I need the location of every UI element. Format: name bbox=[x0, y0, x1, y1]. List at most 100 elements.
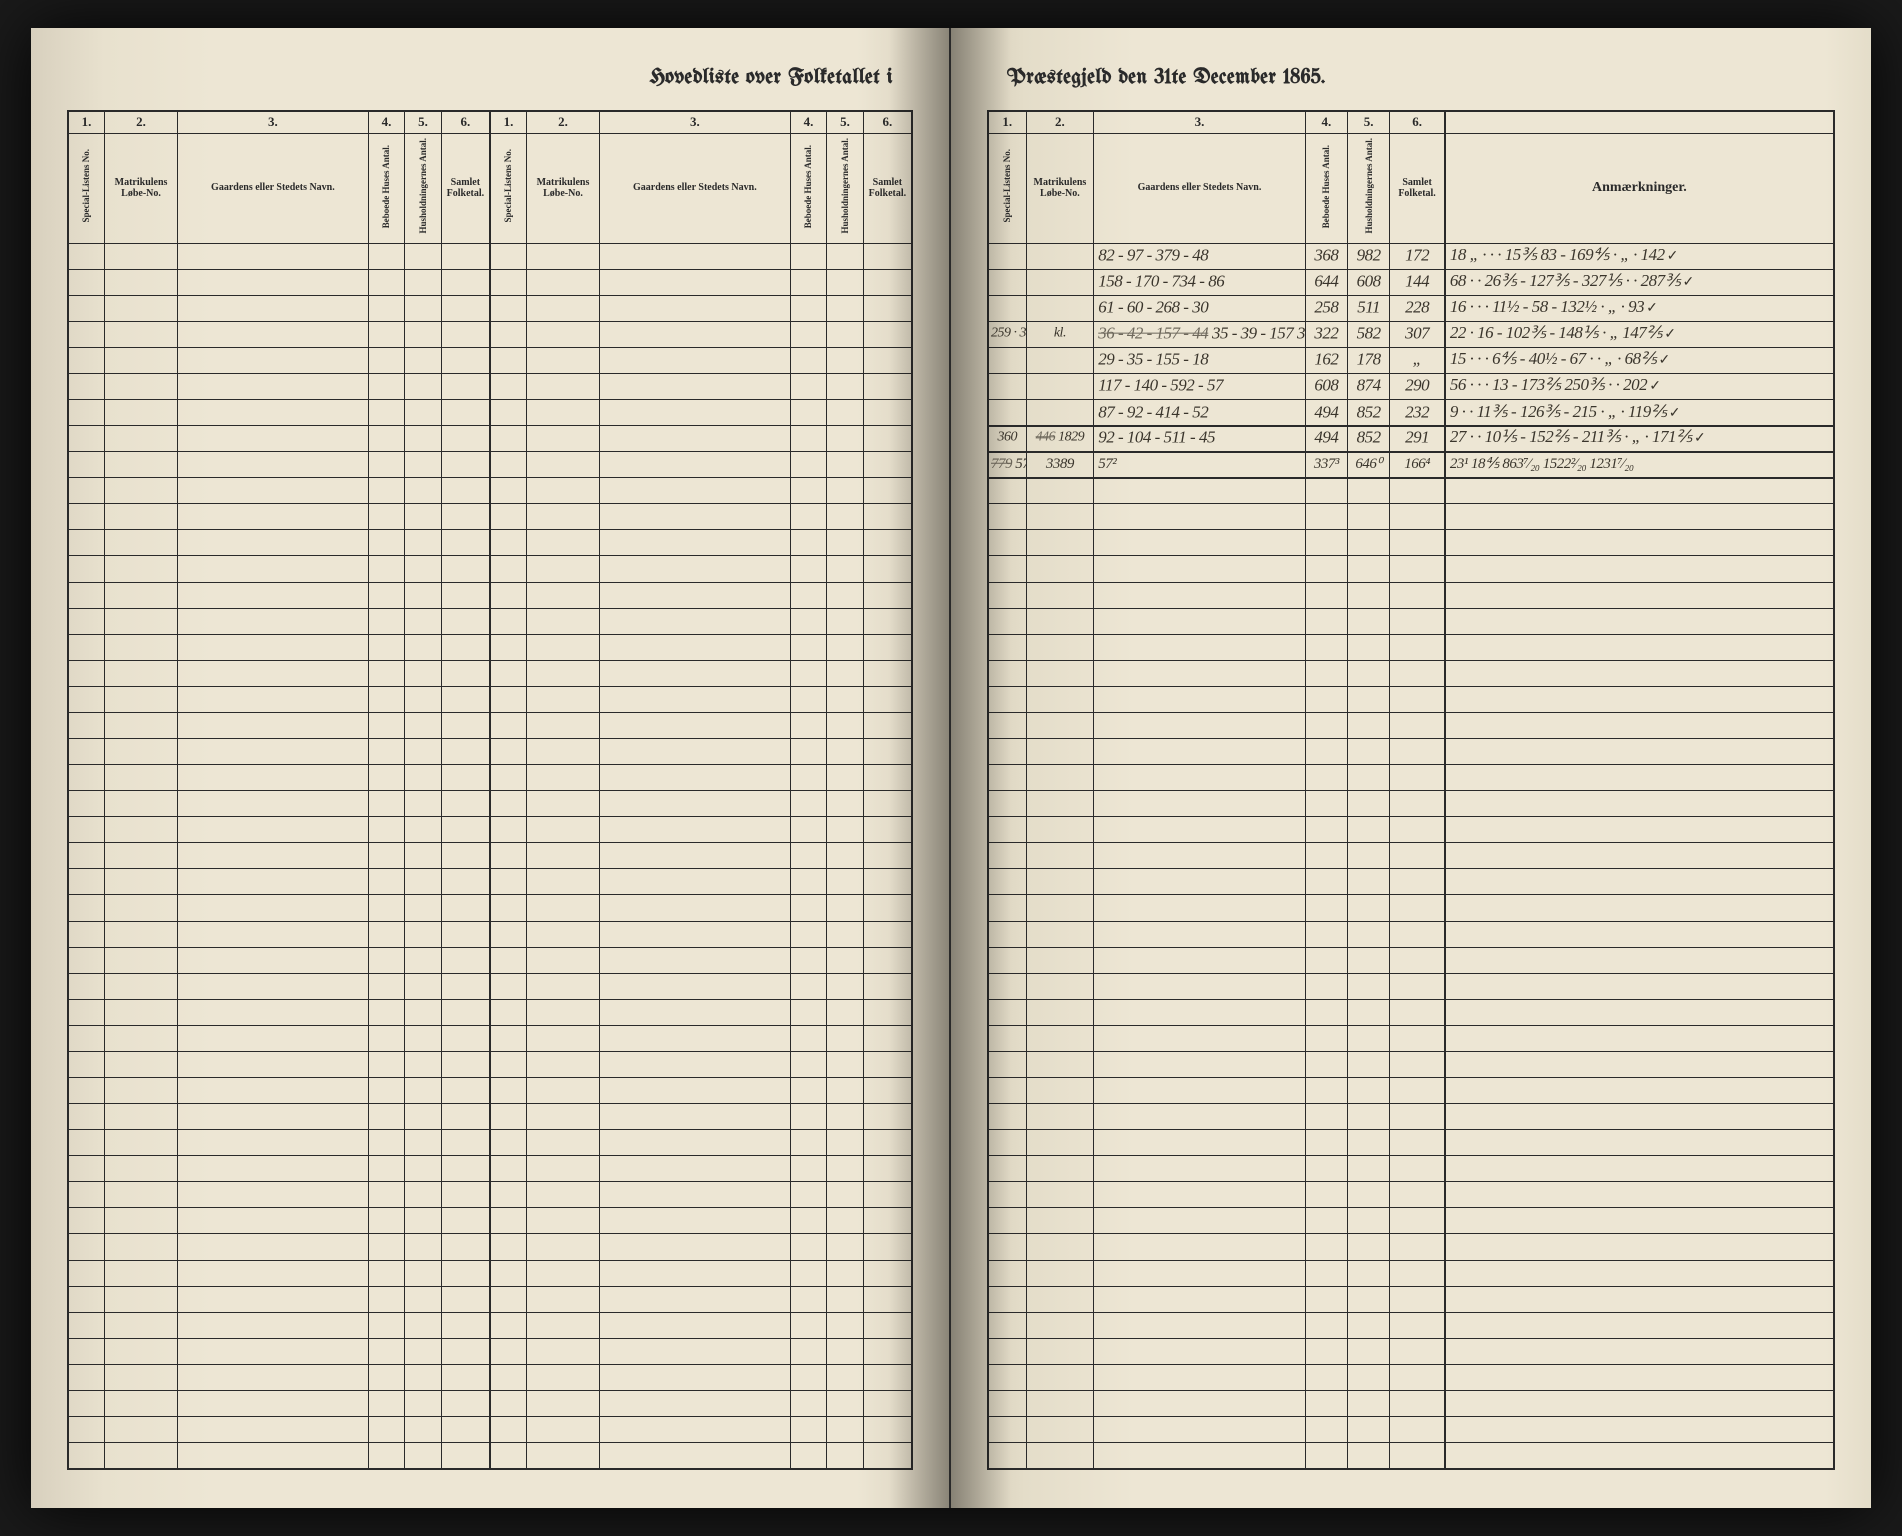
col-num: 6. bbox=[441, 111, 490, 133]
handwritten-value: 290 bbox=[1392, 377, 1441, 394]
table-row bbox=[988, 1208, 1834, 1234]
col-label: Husholdningernes Antal. bbox=[405, 133, 442, 243]
table-row bbox=[988, 1051, 1834, 1077]
table-row bbox=[68, 1234, 912, 1260]
table-row bbox=[988, 1443, 1834, 1469]
table-row: 779 5793389 57²337³646⁰166⁴23¹ 18⅘ 863⁷⁄… bbox=[988, 452, 1834, 478]
table-row bbox=[988, 712, 1834, 738]
table-row bbox=[68, 1130, 912, 1156]
col-num: 3. bbox=[178, 111, 369, 133]
handwritten-value: 646⁰ bbox=[1350, 456, 1387, 471]
handwritten-value: 259 · 34 bbox=[991, 327, 1024, 341]
table-row bbox=[988, 1338, 1834, 1364]
table-row bbox=[988, 1182, 1834, 1208]
handwritten-value: 644 bbox=[1308, 273, 1345, 290]
table-row bbox=[68, 1051, 912, 1077]
table-row bbox=[988, 791, 1834, 817]
table-row bbox=[988, 817, 1834, 843]
handwritten-value: 307 bbox=[1392, 325, 1441, 342]
table-row bbox=[68, 973, 912, 999]
table-row bbox=[68, 843, 912, 869]
table-row bbox=[988, 1260, 1834, 1286]
table-row bbox=[68, 791, 912, 817]
handwritten-value: 228 bbox=[1392, 299, 1441, 316]
table-row: 61 - 60 - 268 - 3025851122816 · · · 11½ … bbox=[988, 295, 1834, 321]
table-row bbox=[68, 504, 912, 530]
handwritten-value: 36 - 42 - 157 - 44 35 - 39 - 157 36 bbox=[1096, 325, 1303, 342]
handwritten-value: 92 - 104 - 511 - 45 bbox=[1096, 429, 1303, 446]
table-row bbox=[68, 869, 912, 895]
col-num: 6. bbox=[863, 111, 912, 133]
table-row bbox=[68, 373, 912, 399]
col-label: Gaardens eller Stedets Navn. bbox=[178, 133, 369, 243]
col-label: Matrikulens Løbe-No. bbox=[526, 133, 599, 243]
table-row bbox=[988, 843, 1834, 869]
handwritten-value: 982 bbox=[1350, 247, 1387, 264]
col-label: Beboede Huses Antal. bbox=[368, 133, 405, 243]
table-row bbox=[988, 738, 1834, 764]
table-row bbox=[68, 426, 912, 452]
table-row bbox=[68, 686, 912, 712]
table-row: 117 - 140 - 592 - 5760887429056 · · · 13… bbox=[988, 373, 1834, 399]
handwritten-value: 368 bbox=[1308, 247, 1345, 264]
table-row bbox=[988, 608, 1834, 634]
handwritten-value: 322 bbox=[1308, 325, 1345, 342]
handwritten-value: 172 bbox=[1392, 247, 1441, 264]
col-label: Gaardens eller Stedets Navn. bbox=[1094, 133, 1306, 243]
col-num: 2. bbox=[526, 111, 599, 133]
handwritten-value: 852 bbox=[1350, 403, 1387, 420]
handwritten-value: 166⁴ bbox=[1392, 456, 1441, 471]
table-row bbox=[68, 738, 912, 764]
table-row bbox=[68, 1078, 912, 1104]
col-num: 1. bbox=[490, 111, 527, 133]
handwritten-value: 82 - 97 - 379 - 48 bbox=[1096, 247, 1303, 264]
table-row bbox=[988, 660, 1834, 686]
table-row bbox=[988, 1078, 1834, 1104]
table-row bbox=[68, 582, 912, 608]
table-row bbox=[988, 634, 1834, 660]
table-row bbox=[988, 1286, 1834, 1312]
table-row bbox=[68, 1338, 912, 1364]
col-num: 5. bbox=[1348, 111, 1390, 133]
table-row: 29 - 35 - 155 - 18162178„15 · · · 6⅘ - 4… bbox=[988, 347, 1834, 373]
handwritten-value: 9 · · 11⅗ - 126⅗ - 215 · „ · 119⅖ bbox=[1448, 403, 1831, 421]
table-row bbox=[988, 582, 1834, 608]
handwritten-value: 291 bbox=[1392, 429, 1441, 446]
table-row bbox=[68, 895, 912, 921]
col-num: 3. bbox=[1094, 111, 1306, 133]
handwritten-value: 87 - 92 - 414 - 52 bbox=[1096, 403, 1303, 420]
table-row bbox=[68, 295, 912, 321]
col-label: Special-Listens No. bbox=[988, 133, 1026, 243]
table-row bbox=[68, 1260, 912, 1286]
table-row bbox=[988, 895, 1834, 921]
col-num: 5. bbox=[827, 111, 864, 133]
table-row bbox=[68, 321, 912, 347]
handwritten-value: 582 bbox=[1350, 325, 1387, 342]
table-row bbox=[68, 478, 912, 504]
handwritten-value: 16 · · · 11½ - 58 - 132½ · „ · 93 bbox=[1448, 298, 1831, 316]
table-row bbox=[988, 947, 1834, 973]
handwritten-value: 29 - 35 - 155 - 18 bbox=[1096, 351, 1303, 368]
col-num: 6. bbox=[1390, 111, 1445, 133]
handwritten-value: 779 579 bbox=[991, 456, 1024, 471]
col-label: Gaardens eller Stedets Navn. bbox=[600, 133, 791, 243]
page-title-right: Præstegjeld den 31te December 1865. bbox=[987, 68, 1835, 96]
table-row bbox=[988, 1156, 1834, 1182]
handwritten-value: 61 - 60 - 268 - 30 bbox=[1096, 299, 1303, 316]
col-label: Samlet Folketal. bbox=[863, 133, 912, 243]
table-row: 82 - 97 - 379 - 4836898217218 „ · · · 15… bbox=[988, 243, 1834, 269]
col-num: 4. bbox=[368, 111, 405, 133]
table-row bbox=[988, 1390, 1834, 1416]
right-page: Præstegjeld den 31te December 1865. 1. 2… bbox=[951, 28, 1871, 1508]
col-label: Matrikulens Løbe-No. bbox=[105, 133, 178, 243]
table-row bbox=[988, 1312, 1834, 1338]
table-row bbox=[68, 243, 912, 269]
handwritten-value: 178 bbox=[1350, 351, 1387, 368]
table-row bbox=[68, 452, 912, 478]
handwritten-value: 57² bbox=[1096, 456, 1303, 471]
col-num: 2. bbox=[105, 111, 178, 133]
table-row bbox=[68, 712, 912, 738]
col-num: 3. bbox=[600, 111, 791, 133]
table-row bbox=[988, 765, 1834, 791]
handwritten-value: 232 bbox=[1392, 403, 1441, 420]
